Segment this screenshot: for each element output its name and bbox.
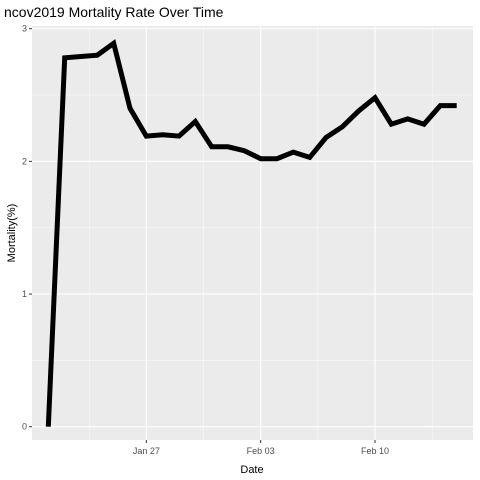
y-tick-label: 0: [22, 422, 27, 432]
y-tick-label: 3: [22, 24, 27, 34]
mortality-series-line: [45, 39, 457, 427]
x-axis: Jan 27 Feb 03 Feb 10: [133, 440, 389, 456]
plot-background: [32, 26, 473, 440]
minor-gridlines: [32, 26, 473, 440]
y-tick-label: 1: [22, 289, 27, 299]
y-axis: 0 1 2 3: [22, 24, 32, 432]
x-tick-label: Jan 27: [133, 446, 160, 456]
x-tick-label: Feb 10: [361, 446, 389, 456]
y-tick-label: 2: [22, 156, 27, 166]
x-axis-title: Date: [240, 464, 263, 476]
x-tick-label: Feb 03: [247, 446, 275, 456]
y-axis-title: Mortality(%): [6, 204, 18, 263]
series-layer: [45, 39, 457, 427]
chart-title: ncov2019 Mortality Rate Over Time: [4, 4, 224, 20]
